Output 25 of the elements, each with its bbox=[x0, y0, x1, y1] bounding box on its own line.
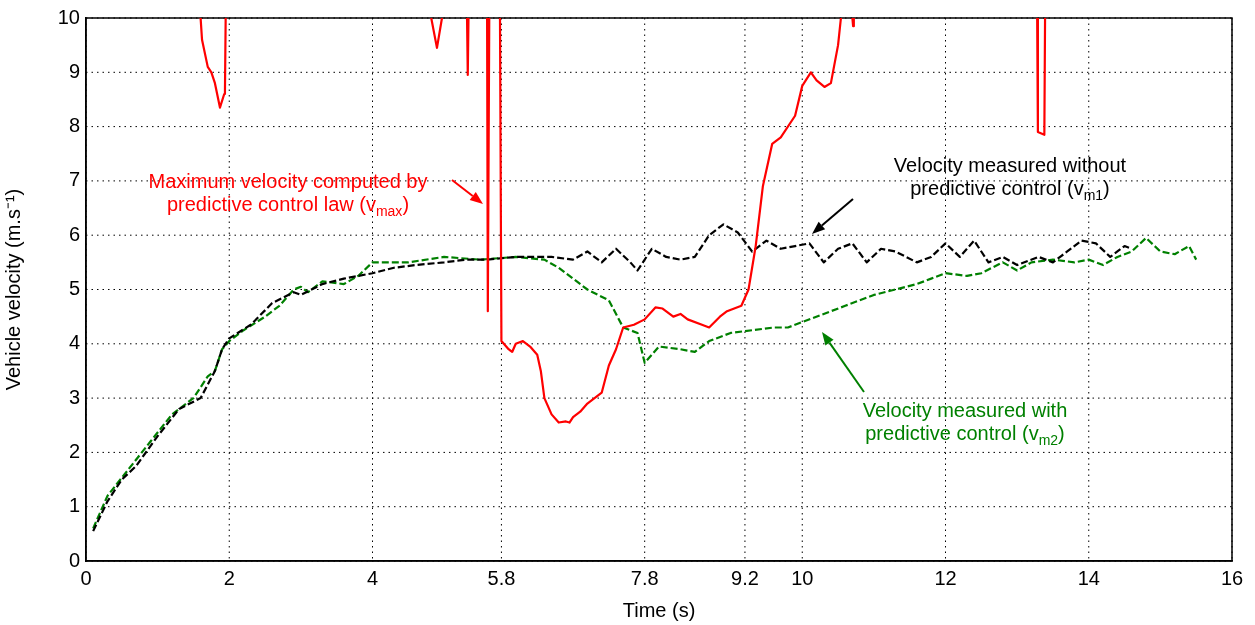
x-tick-label: 14 bbox=[1077, 566, 1100, 589]
x-tick-label: 16 bbox=[1220, 566, 1244, 589]
y-tick-label: 10 bbox=[57, 5, 80, 28]
y-tick-label: 0 bbox=[68, 548, 80, 571]
x-tick-label: 9.2 bbox=[731, 566, 759, 589]
x-tick-label: 7.8 bbox=[630, 566, 659, 589]
x-axis-title: Time (s) bbox=[622, 598, 696, 621]
annotation: Velocity measured without predictive control (v$_{m1}$) bbox=[892, 153, 1128, 205]
y-axis-title: Vehicle velocity (m.s⁻¹) bbox=[1, 188, 24, 391]
y-tick-label: 4 bbox=[68, 331, 80, 354]
y-tick-label: 2 bbox=[68, 439, 80, 462]
x-tick-label: 2 bbox=[223, 566, 235, 589]
x-tick-label: 4 bbox=[366, 566, 379, 589]
y-tick-label: 1 bbox=[68, 494, 80, 517]
y-tick-label: 9 bbox=[68, 59, 80, 82]
x-tick-label: 12 bbox=[934, 566, 957, 589]
x-tick-label: 10 bbox=[791, 566, 814, 589]
y-tick-label: 7 bbox=[68, 168, 80, 191]
y-tick-label: 8 bbox=[68, 114, 80, 137]
x-tick-label: 5.8 bbox=[487, 566, 516, 589]
annotation: Maximum velocity computed by predictive control law (v$_{max}$) bbox=[147, 169, 429, 221]
annotation: Velocity measured with predictive control (v$_{m2}$) bbox=[861, 398, 1069, 450]
y-tick-label: 3 bbox=[68, 385, 80, 408]
y-tick-label: 5 bbox=[68, 277, 80, 300]
y-tick-label: 6 bbox=[68, 222, 80, 245]
